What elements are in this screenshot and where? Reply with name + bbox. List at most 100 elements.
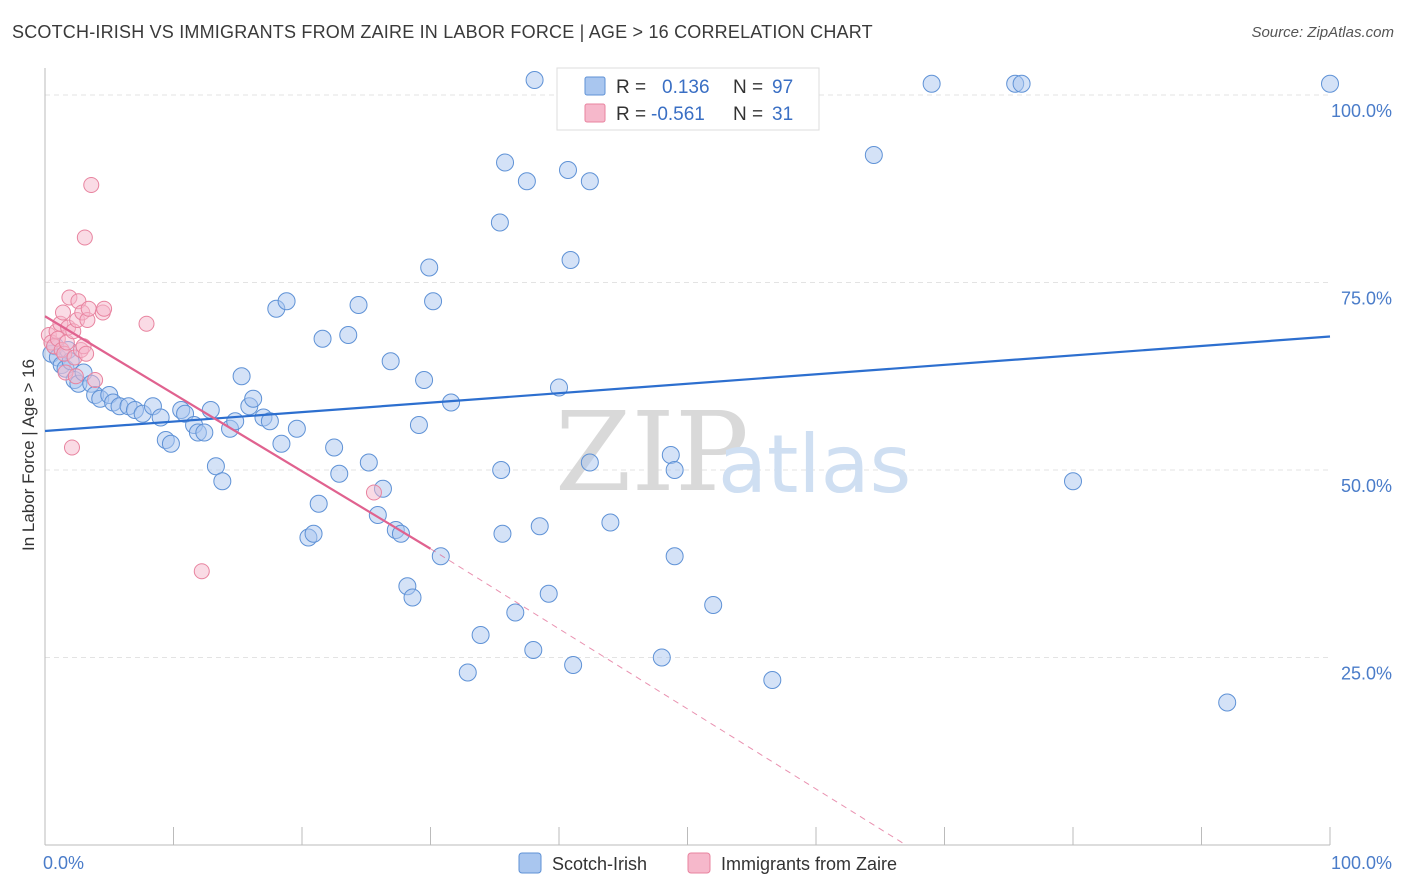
zaire-point-13 bbox=[63, 439, 80, 456]
stat-r-value-blue: 0.136 bbox=[662, 77, 710, 98]
scotch-irish-point-97 bbox=[1321, 74, 1339, 93]
stat-r-label-blue: R = bbox=[616, 77, 646, 98]
scotch-irish-point-81 bbox=[580, 453, 599, 472]
y-tick-labels: 100.0% 75.0% 50.0% 25.0% bbox=[1331, 101, 1392, 684]
x-tick-label-0: 0.0% bbox=[43, 853, 84, 873]
scotch-irish-point-44 bbox=[309, 494, 328, 513]
scotch-irish-point-78 bbox=[558, 161, 577, 179]
scotch-irish-point-68 bbox=[492, 461, 511, 479]
scotch-irish-point-48 bbox=[339, 326, 358, 344]
scotch-irish-point-84 bbox=[652, 648, 671, 667]
scotch-irish-point-92 bbox=[922, 74, 941, 93]
legend-label-scotch-irish: Scotch-Irish bbox=[552, 854, 647, 874]
scotch-irish-point-46 bbox=[325, 438, 344, 457]
zaire-point-30 bbox=[138, 315, 155, 332]
scotch-irish-point-94 bbox=[1012, 74, 1031, 93]
scotch-irish-point-96 bbox=[1218, 693, 1237, 712]
scotch-irish-point-70 bbox=[506, 603, 525, 622]
legend-swatch-blue bbox=[584, 76, 606, 96]
scotch-irish-point-49 bbox=[349, 296, 368, 314]
scotch-irish-point-75 bbox=[539, 584, 558, 603]
trend-line-scotch-irish bbox=[44, 335, 1331, 433]
bottom-legend: Scotch-Irish Immigrants from Zaire bbox=[518, 852, 897, 874]
scotch-irish-point-85 bbox=[661, 446, 680, 464]
y-tick-label-1: 75.0% bbox=[1341, 289, 1392, 309]
scotch-irish-point-43 bbox=[304, 524, 323, 543]
scotch-irish-point-73 bbox=[524, 641, 543, 659]
scotch-irish-point-60 bbox=[420, 258, 439, 277]
stat-r-label-pink: R = bbox=[616, 104, 646, 125]
zaire-point-32 bbox=[365, 484, 382, 501]
scotch-irish-point-76 bbox=[550, 378, 568, 397]
y-axis-label: In Labor Force | Age > 16 bbox=[19, 359, 38, 551]
zaire-point-7 bbox=[54, 304, 71, 321]
scotch-irish-point-57 bbox=[403, 588, 422, 607]
scotch-irish-point-30 bbox=[213, 472, 232, 491]
stat-r-value-pink: -0.561 bbox=[651, 104, 705, 125]
zaire-point-27 bbox=[87, 372, 104, 388]
scotch-irish-point-53 bbox=[381, 352, 400, 371]
zaire-point-29 bbox=[96, 300, 113, 317]
zaire-point-23 bbox=[78, 345, 95, 362]
series-immigrants-from-zaire bbox=[40, 177, 382, 580]
scotch-irish-point-71 bbox=[517, 172, 536, 191]
scotch-irish-point-67 bbox=[496, 153, 515, 172]
scotch-irish-point-91 bbox=[864, 146, 883, 164]
scotch-irish-point-58 bbox=[409, 416, 428, 434]
zaire-point-22 bbox=[76, 229, 93, 246]
y-tick-label-2: 50.0% bbox=[1341, 476, 1392, 496]
scotch-irish-point-39 bbox=[277, 292, 296, 311]
legend-swatch-immigrants-from-zaire bbox=[687, 852, 711, 874]
trend-line-zaire bbox=[44, 315, 432, 550]
y-tick-label-3: 25.0% bbox=[1341, 664, 1392, 684]
scotch-irish-point-77 bbox=[561, 251, 580, 269]
scotch-irish-point-61 bbox=[431, 547, 450, 566]
legend-label-immigrants-from-zaire: Immigrants from Zaire bbox=[721, 854, 897, 874]
zaire-point-16 bbox=[67, 368, 84, 385]
scotch-irish-point-95 bbox=[1064, 472, 1082, 491]
scotch-irish-point-37 bbox=[260, 412, 279, 431]
scotch-irish-point-40 bbox=[272, 434, 291, 453]
scotch-irish-point-41 bbox=[287, 419, 306, 438]
zaire-point-25 bbox=[80, 300, 97, 317]
stat-n-value-blue: 97 bbox=[772, 77, 793, 98]
scotch-irish-point-22 bbox=[161, 434, 180, 453]
scotch-irish-point-69 bbox=[493, 524, 512, 543]
scotch-irish-point-35 bbox=[244, 389, 263, 408]
scotch-irish-point-65 bbox=[458, 663, 477, 682]
stat-n-label-pink: N = bbox=[733, 104, 763, 125]
scotch-irish-point-66 bbox=[490, 213, 509, 232]
stats-legend: R = 0.136 N = 97 R = -0.561 N = 31 bbox=[556, 67, 820, 131]
scotch-irish-point-62 bbox=[424, 292, 443, 311]
scotch-irish-point-89 bbox=[704, 596, 723, 614]
scotch-irish-point-27 bbox=[195, 423, 214, 442]
scotch-irish-point-72 bbox=[525, 71, 544, 89]
stat-n-label-blue: N = bbox=[733, 77, 763, 98]
zaire-point-26 bbox=[83, 177, 100, 193]
scotch-irish-point-82 bbox=[601, 513, 620, 532]
axes bbox=[44, 68, 1331, 846]
scotch-irish-point-45 bbox=[313, 329, 332, 348]
scotch-irish-point-87 bbox=[665, 547, 684, 566]
scotch-irish-point-64 bbox=[471, 626, 490, 644]
scotch-irish-point-86 bbox=[665, 461, 684, 479]
scotch-irish-point-47 bbox=[330, 464, 349, 483]
y-tick-label-0: 100.0% bbox=[1331, 101, 1392, 121]
legend-swatch-scotch-irish bbox=[518, 852, 542, 874]
scotch-irish-point-29 bbox=[206, 457, 225, 476]
scotch-irish-point-33 bbox=[232, 367, 251, 386]
scotch-irish-point-74 bbox=[530, 517, 549, 536]
stat-n-value-pink: 31 bbox=[772, 104, 793, 125]
scotch-irish-point-80 bbox=[580, 172, 599, 191]
trend-line-zaire-extension bbox=[430, 548, 907, 846]
watermark-atlas: atlas bbox=[718, 418, 911, 511]
x-tick-label-1: 100.0% bbox=[1331, 853, 1392, 873]
scotch-irish-point-79 bbox=[564, 656, 583, 674]
watermark-zip: ZIP bbox=[555, 388, 749, 516]
chart-title: SCOTCH-IRISH VS IMMIGRANTS FROM ZAIRE IN… bbox=[12, 22, 873, 42]
source-label: Source: ZipAtlas.com bbox=[1251, 24, 1394, 41]
legend-swatch-pink bbox=[584, 103, 606, 123]
x-tick-labels: 0.0% 100.0% bbox=[43, 853, 1392, 873]
scotch-irish-point-59 bbox=[415, 371, 434, 389]
